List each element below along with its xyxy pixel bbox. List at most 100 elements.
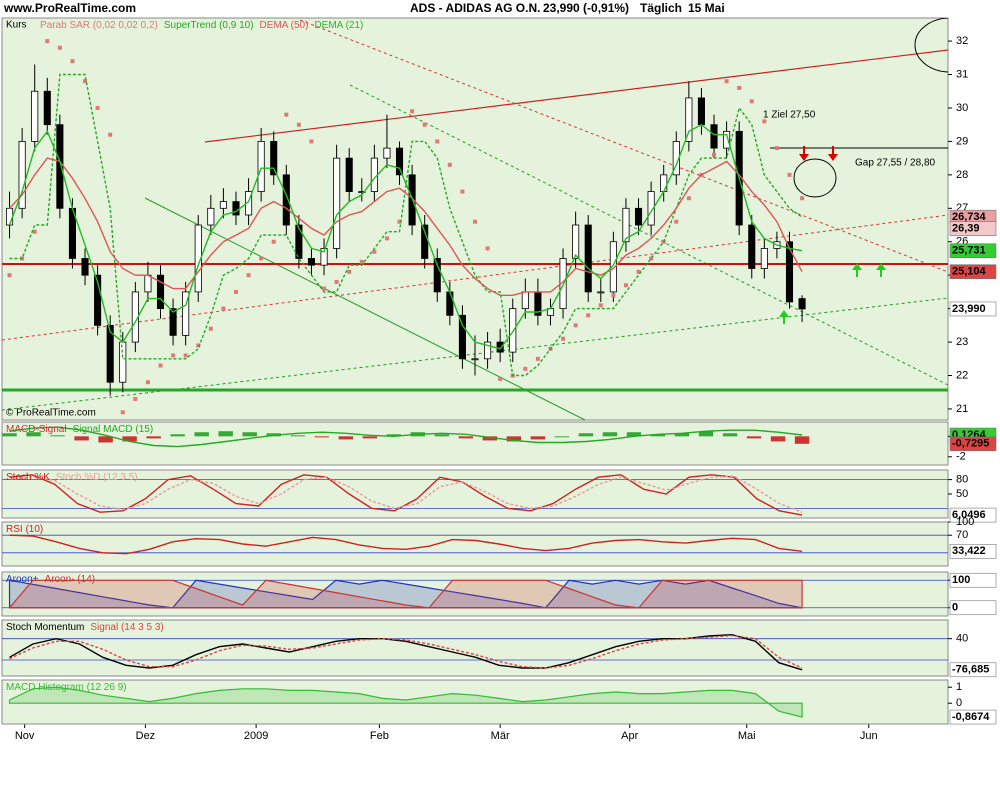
y-tick-label: -2 (956, 451, 966, 463)
candle-body (270, 141, 278, 176)
candle-body (282, 174, 290, 226)
sar-dot (196, 343, 201, 348)
candle-body (710, 124, 718, 149)
trend-line (204, 49, 948, 143)
bar (698, 431, 714, 437)
bar (2, 433, 17, 437)
legend-entry: Stoch %K (6, 472, 50, 483)
sar-dot (447, 162, 452, 167)
bar (722, 433, 738, 437)
candle-body (785, 241, 794, 303)
x-tick-label: Jun (860, 730, 878, 742)
sar-dot (95, 105, 100, 110)
sar-dot (573, 323, 578, 328)
candle-body (798, 298, 806, 310)
bar (770, 436, 786, 442)
candle-body (156, 274, 165, 310)
candle-body (446, 291, 454, 316)
value-box (949, 436, 997, 452)
sar-dot (70, 59, 75, 64)
candle-body (697, 97, 705, 126)
legend-entry: Signal MACD (15) (73, 424, 154, 435)
buy-arrow (876, 263, 886, 277)
bar (602, 432, 618, 437)
x-tick-label: Mär (491, 730, 510, 742)
candle-body (760, 248, 768, 269)
bar (98, 436, 113, 443)
sar-dot (800, 196, 805, 201)
panel-background (1, 469, 949, 519)
sar-dot (384, 236, 389, 241)
value-box-label: 0 (952, 602, 958, 614)
candle-body (56, 124, 64, 209)
bar (578, 433, 594, 437)
legend-entry: DEMA (50) (260, 20, 309, 31)
bar (674, 433, 690, 437)
legend-entry: MACD-Signal (6, 424, 67, 435)
candle-body (18, 141, 26, 209)
copyright: © ProRealTime.com (6, 408, 96, 419)
x-tick-label: 2009 (244, 730, 268, 742)
value-box (949, 507, 997, 523)
sar-dot (233, 289, 238, 294)
legend-entry: RSI (10) (6, 524, 43, 535)
sar-dot (737, 85, 742, 90)
sar-dot (712, 152, 717, 157)
series-line (9, 426, 803, 448)
bar (626, 432, 642, 437)
circle (914, 18, 948, 73)
legend-entry: Signal (14 3 5 3) (90, 622, 163, 633)
sar-dot (636, 269, 641, 274)
candle-body (232, 201, 240, 216)
sar-dot (7, 273, 12, 278)
sar-dot (145, 380, 150, 385)
series-area (9, 579, 803, 609)
bar (650, 434, 666, 437)
sar-dot (171, 353, 176, 358)
x-tick-label: Mai (738, 730, 756, 742)
y-tick-label: 23 (956, 336, 968, 348)
legend-entry: Aroon- (14) (45, 574, 96, 585)
value-box-label: 6,0496 (952, 509, 986, 521)
value-box-label: 25,731 (952, 245, 986, 257)
sar-dot (598, 303, 603, 308)
annotation: 1 Ziel 27,50 (763, 110, 816, 121)
candle-body (433, 258, 441, 293)
bar (290, 435, 305, 437)
y-tick-label: 1 (956, 681, 962, 693)
candle-body (496, 341, 504, 353)
sar-dot (397, 219, 402, 224)
sar-dot (435, 139, 440, 144)
y-tick-label: 21 (956, 403, 968, 415)
sar-dot (83, 79, 88, 84)
series-line (9, 633, 803, 671)
sar-dot (649, 256, 654, 261)
data-marks (2, 39, 810, 718)
trend-line (144, 197, 586, 420)
value-box-label: 26,39 (952, 223, 980, 235)
sar-dot (108, 132, 113, 137)
candle-body (748, 224, 756, 269)
site: www.ProRealTime.com (3, 1, 136, 15)
sar-dot (611, 293, 616, 298)
y-tick-label: 80 (956, 474, 968, 486)
candle-body (370, 157, 378, 192)
bar (794, 436, 810, 444)
candle-body (597, 291, 605, 294)
sar-dot (686, 196, 691, 201)
y-tick-label: 100 (956, 516, 974, 528)
candle-body (685, 97, 693, 142)
value-box (949, 709, 997, 725)
panel-background (1, 521, 949, 567)
sar-dot (45, 39, 50, 44)
value-box-label: 33,422 (952, 545, 986, 557)
x-tick-label: Feb (370, 730, 389, 742)
annotation: Gap 27,55 / 28,80 (855, 158, 936, 169)
sar-dot (271, 239, 276, 244)
legend-entry: MACD Histogram (12 26 9) (6, 682, 127, 693)
value-box (949, 662, 997, 678)
trend-line (299, 19, 948, 273)
sar-dot (485, 246, 490, 251)
quote: 23,990 (-0,91%) (543, 1, 629, 15)
bar (314, 436, 329, 438)
